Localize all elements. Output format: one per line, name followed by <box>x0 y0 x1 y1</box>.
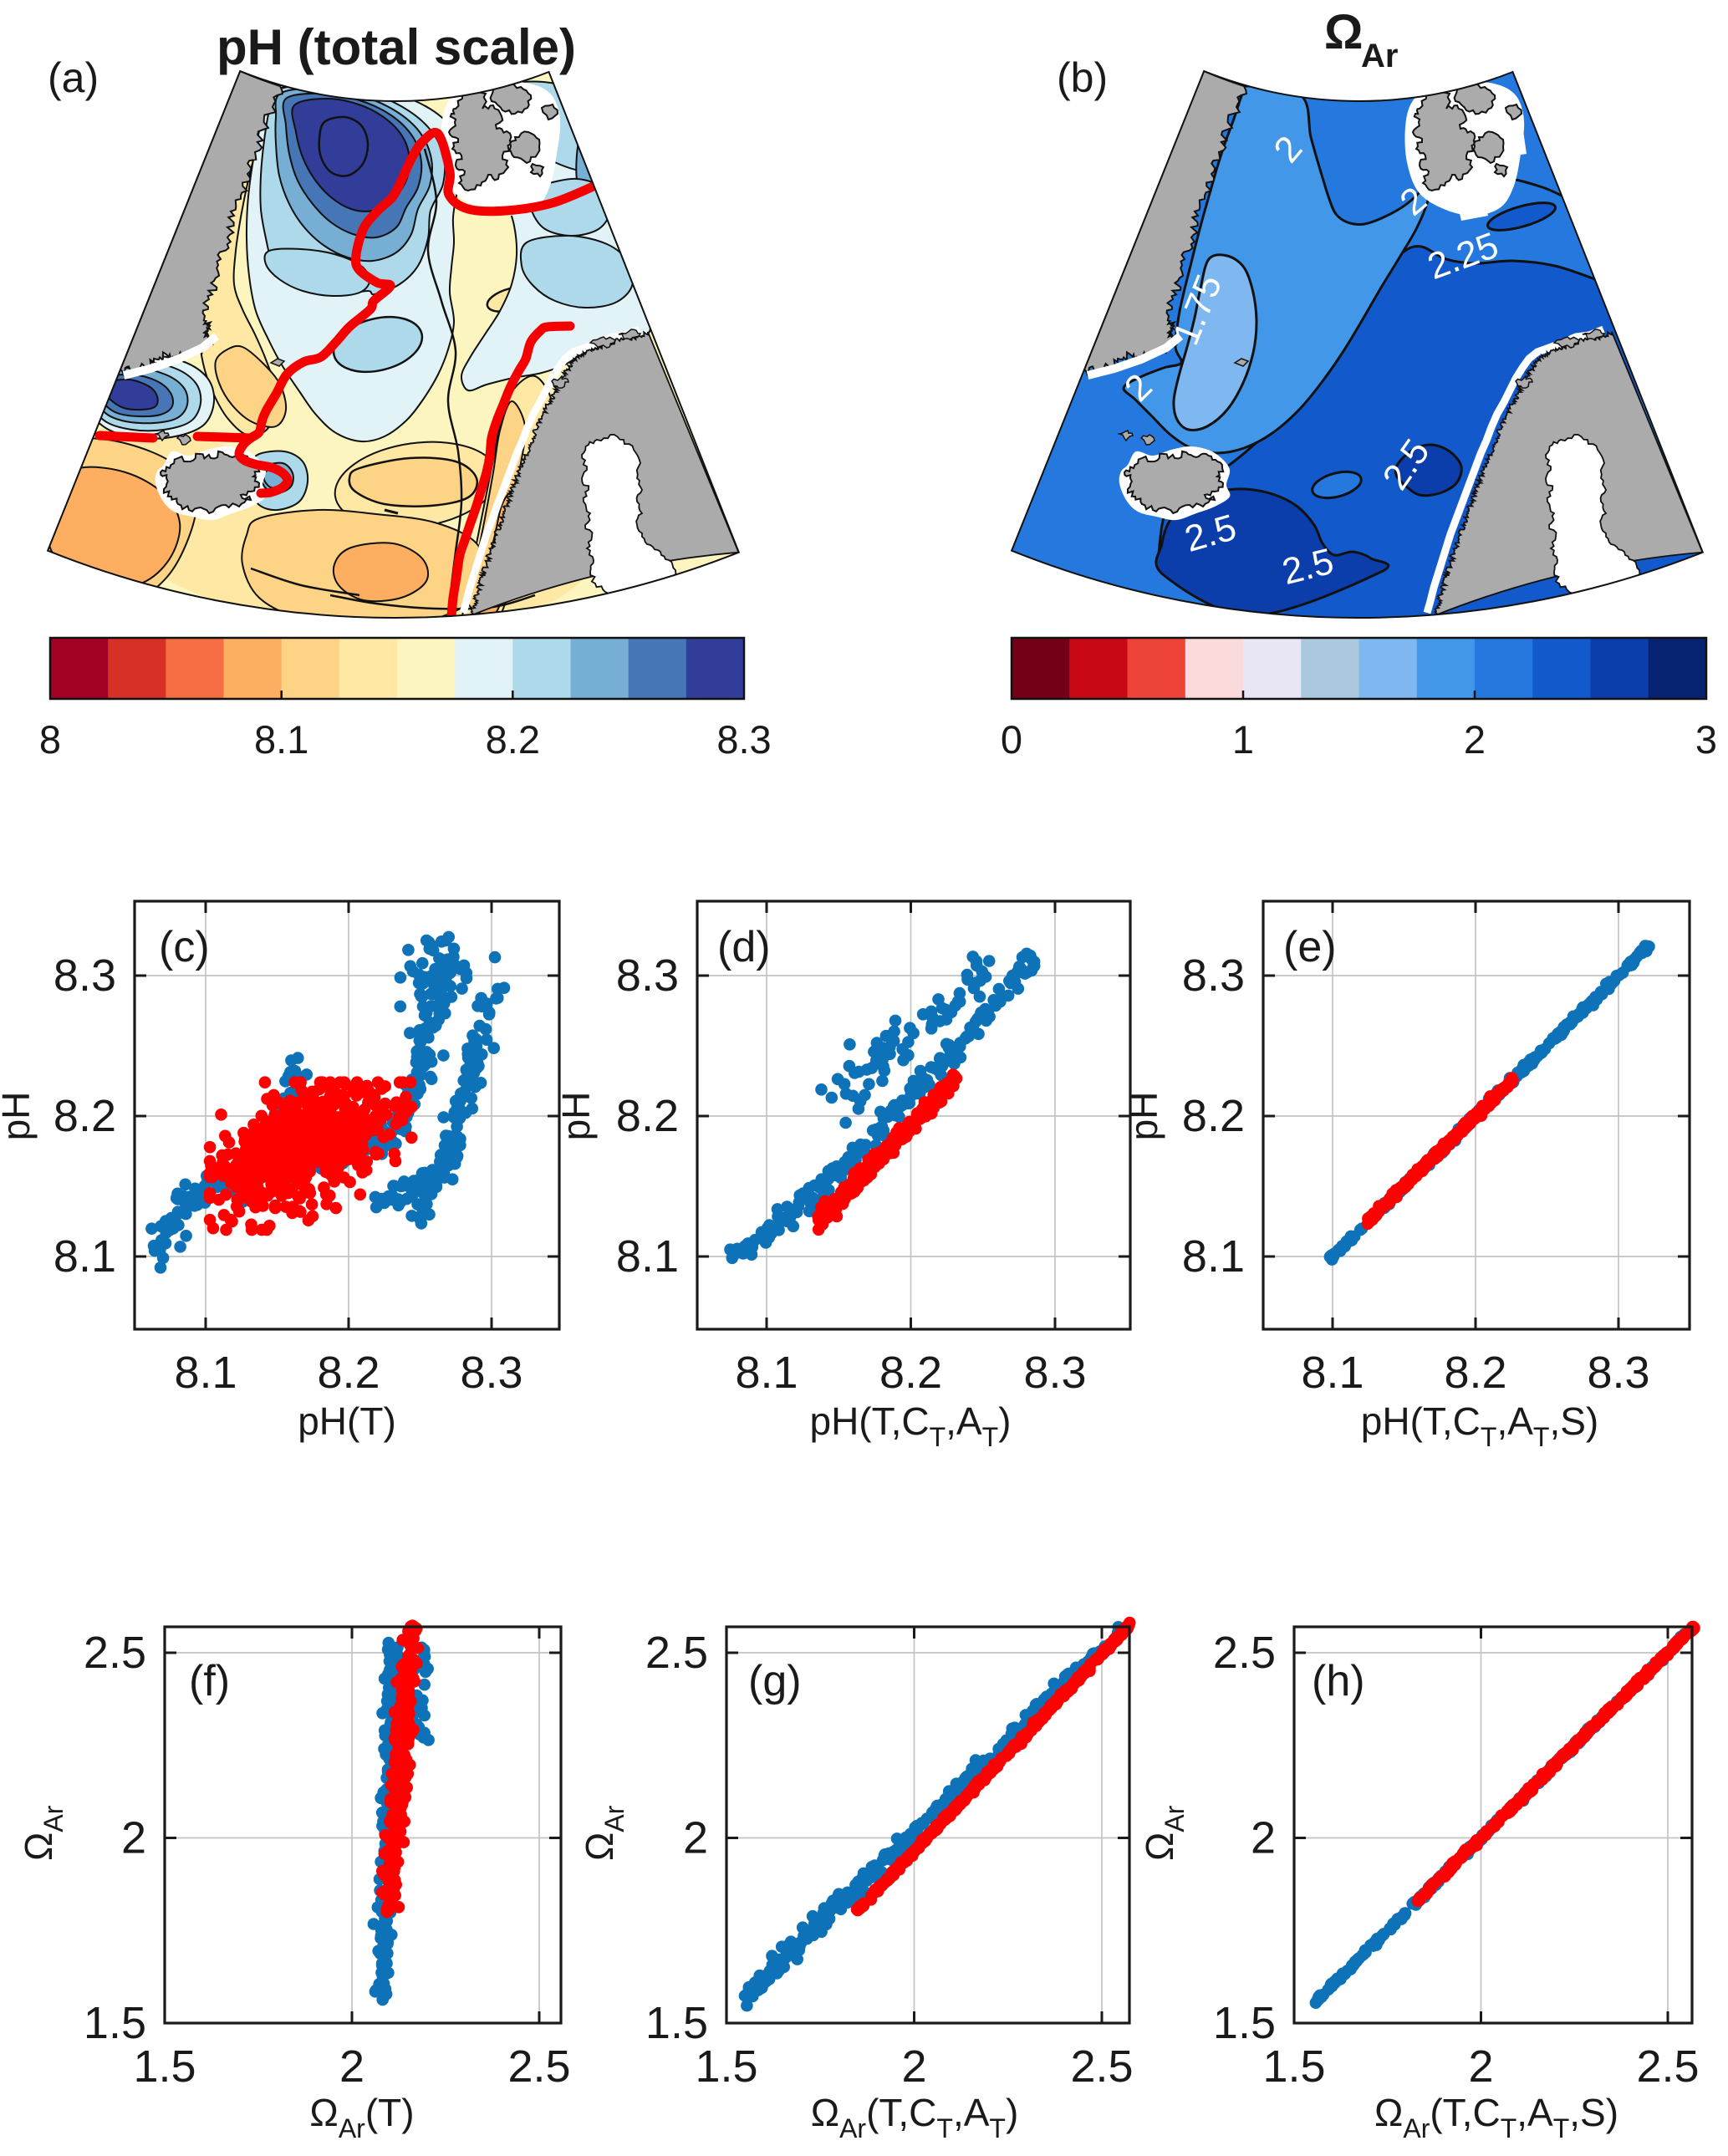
svg-text:2: 2 <box>901 2041 926 2092</box>
svg-text:(d): (d) <box>717 923 771 971</box>
svg-text:1.5: 1.5 <box>84 1998 146 2048</box>
svg-text:8.1: 8.1 <box>735 1348 798 1398</box>
svg-text:8.3: 8.3 <box>1587 1348 1649 1398</box>
svg-text:2.5: 2.5 <box>84 1628 146 1678</box>
svg-text:1.5: 1.5 <box>133 2041 196 2092</box>
svg-text:1: 1 <box>1232 717 1254 762</box>
svg-text:0: 0 <box>1001 717 1022 762</box>
svg-text:2.5: 2.5 <box>1636 2041 1699 2092</box>
svg-text:(c): (c) <box>159 923 210 971</box>
svg-text:8.1: 8.1 <box>174 1348 237 1398</box>
svg-text:8.2: 8.2 <box>879 1348 942 1398</box>
svg-text:pH: pH <box>1122 1092 1165 1141</box>
svg-text:8.3: 8.3 <box>716 717 771 762</box>
svg-text:8.1: 8.1 <box>1301 1348 1364 1398</box>
svg-text:2.5: 2.5 <box>507 2041 570 2092</box>
svg-text:8.2: 8.2 <box>486 717 540 762</box>
svg-text:2.5: 2.5 <box>645 1628 708 1678</box>
svg-text:pH (total scale): pH (total scale) <box>217 19 576 75</box>
svg-text:(e): (e) <box>1283 923 1337 971</box>
svg-text:pH: pH <box>554 1092 598 1141</box>
svg-text:pH(T): pH(T) <box>298 1399 396 1443</box>
svg-text:8.3: 8.3 <box>1023 1348 1086 1398</box>
svg-text:2.5: 2.5 <box>1070 2041 1133 2092</box>
svg-text:Ω: Ω <box>1324 5 1364 59</box>
svg-text:8.2: 8.2 <box>54 1091 116 1141</box>
svg-text:1.5: 1.5 <box>645 1998 708 2048</box>
svg-text:8.3: 8.3 <box>460 1348 522 1398</box>
svg-text:8: 8 <box>39 717 61 762</box>
svg-text:2: 2 <box>683 1813 708 1863</box>
svg-text:(b): (b) <box>1057 54 1108 101</box>
svg-text:8.2: 8.2 <box>317 1348 380 1398</box>
svg-text:(g): (g) <box>748 1657 802 1705</box>
svg-text:2: 2 <box>1468 2041 1493 2092</box>
svg-text:(a): (a) <box>48 54 99 101</box>
svg-text:8.1: 8.1 <box>1182 1231 1245 1282</box>
svg-text:8.3: 8.3 <box>1182 951 1245 1001</box>
svg-text:8.2: 8.2 <box>1182 1091 1245 1141</box>
svg-text:8.1: 8.1 <box>254 717 308 762</box>
svg-text:1.5: 1.5 <box>695 2041 757 2092</box>
svg-text:1.5: 1.5 <box>1213 1998 1276 2048</box>
svg-text:2: 2 <box>339 2041 364 2092</box>
svg-text:8.3: 8.3 <box>54 951 116 1001</box>
svg-text:(f): (f) <box>189 1657 230 1705</box>
svg-text:2: 2 <box>121 1813 146 1863</box>
svg-text:pH: pH <box>0 1092 38 1141</box>
svg-text:2.5: 2.5 <box>1213 1628 1276 1678</box>
svg-text:(h): (h) <box>1312 1657 1365 1705</box>
svg-text:1.5: 1.5 <box>1262 2041 1325 2092</box>
svg-text:8.2: 8.2 <box>616 1091 679 1141</box>
svg-text:Ar: Ar <box>1361 38 1398 74</box>
svg-text:2: 2 <box>1251 1813 1276 1863</box>
svg-text:8.1: 8.1 <box>616 1231 679 1282</box>
svg-text:2: 2 <box>1464 717 1486 762</box>
svg-text:8.3: 8.3 <box>616 951 679 1001</box>
svg-text:8.2: 8.2 <box>1444 1348 1506 1398</box>
svg-text:3: 3 <box>1695 717 1717 762</box>
svg-text:8.1: 8.1 <box>54 1231 116 1282</box>
